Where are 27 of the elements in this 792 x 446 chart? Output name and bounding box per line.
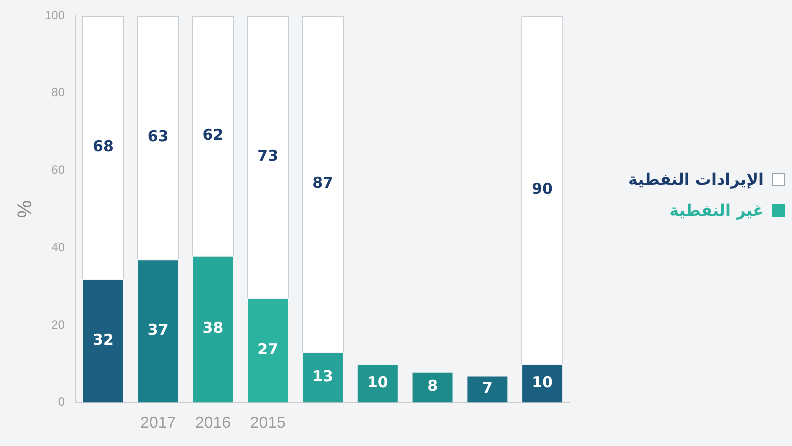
legend-label: غير النفطية [670,201,764,220]
y-axis-title: % [14,200,37,218]
data-label: 38 [202,319,224,338]
data-label: 63 [148,128,169,146]
y-tick-label: 100 [44,8,66,22]
y-tick-label: 80 [52,86,66,100]
y-tick-label: 40 [52,240,66,254]
data-label: 87 [312,174,334,192]
y-tick-label: 20 [52,318,66,332]
x-tick-label: 2015 [250,414,286,432]
x-tick-label: 2016 [195,414,232,432]
data-label: 32 [93,330,114,349]
y-tick-label: 60 [52,163,66,178]
y-tick-label: 0 [58,395,66,410]
data-label: 68 [93,137,114,156]
data-label: 73 [258,147,279,166]
data-label: 90 [532,180,553,198]
data-label: 8 [428,377,438,396]
text: الإيرادات النفطية [628,170,764,189]
data-label: 27 [258,340,279,358]
data-label: 10 [532,373,553,392]
data-label: 10 [367,373,388,392]
data-label: 7 [482,379,493,398]
x-tick-label: 2017 [140,414,176,432]
data-label: 62 [202,126,224,144]
data-label: 37 [148,321,169,340]
data-label: 13 [312,368,334,386]
